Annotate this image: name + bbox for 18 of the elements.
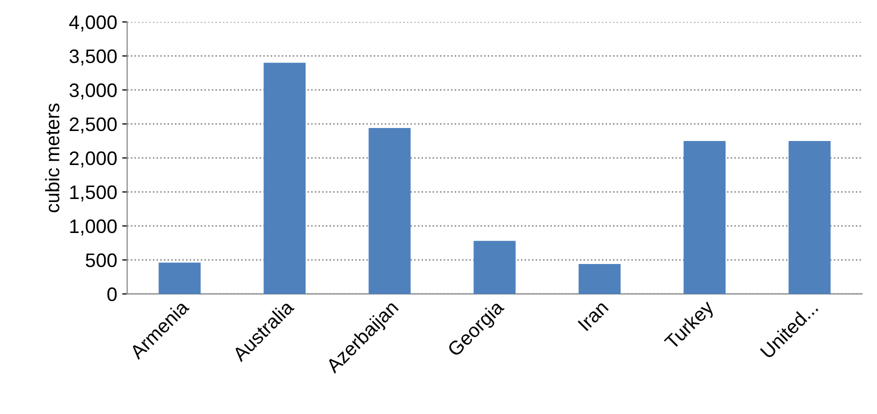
bar — [578, 264, 621, 294]
bar — [368, 128, 411, 294]
y-tick-label: 4,000 — [69, 15, 117, 32]
y-tick-label: 0 — [107, 287, 117, 302]
bar — [158, 262, 201, 294]
y-tick-label: 500 — [86, 253, 117, 268]
y-tick-label: 3,500 — [70, 49, 117, 66]
x-tick-label: Iran — [578, 300, 609, 332]
y-tick-label: 1,500 — [70, 185, 117, 202]
bar — [788, 140, 831, 294]
y-axis-title: cubic meters — [45, 104, 60, 212]
bar — [264, 62, 306, 294]
y-tick-label: 1,000 — [70, 219, 117, 236]
y-tick-label: 3,000 — [70, 83, 117, 100]
y-tick-label: 2,500 — [70, 117, 117, 134]
bar — [474, 240, 516, 294]
y-tick-label: 2,000 — [70, 151, 117, 168]
bar — [684, 140, 726, 294]
